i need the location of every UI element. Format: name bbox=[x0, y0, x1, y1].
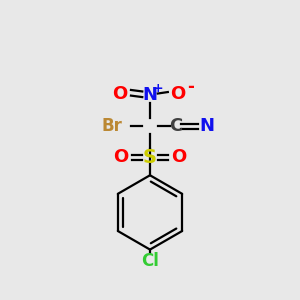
Text: C: C bbox=[169, 117, 182, 135]
Text: -: - bbox=[187, 78, 194, 96]
Text: S: S bbox=[143, 148, 157, 167]
Text: O: O bbox=[112, 85, 127, 103]
Text: O: O bbox=[113, 148, 129, 166]
Text: N: N bbox=[142, 86, 158, 104]
Text: +: + bbox=[153, 82, 163, 95]
Text: Br: Br bbox=[102, 117, 123, 135]
Text: O: O bbox=[171, 148, 187, 166]
Text: Cl: Cl bbox=[141, 252, 159, 270]
Text: N: N bbox=[200, 117, 214, 135]
Text: O: O bbox=[170, 85, 186, 103]
